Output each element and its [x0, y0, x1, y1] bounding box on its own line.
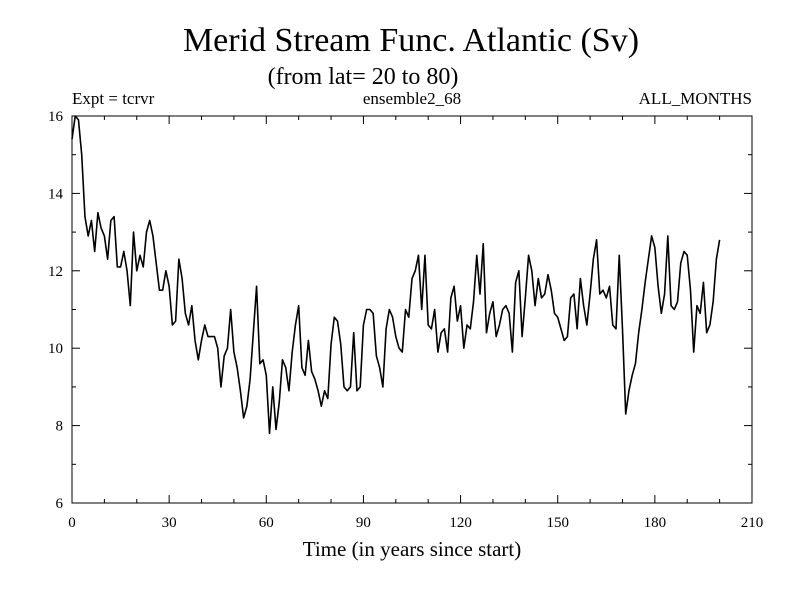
- chart-subtitle: (from lat= 20 to 80): [268, 64, 459, 90]
- x-axis-label: Time (in years since start): [303, 537, 522, 561]
- y-tick-label: 14: [48, 186, 64, 202]
- y-tick-label: 10: [48, 341, 63, 357]
- y-axis: 6 8 10 12 14 16: [48, 109, 752, 512]
- x-tick-label: 60: [259, 515, 274, 531]
- series-line-stream-function: [71, 115, 721, 435]
- header-center-label: ensemble2_68: [363, 89, 461, 108]
- x-axis: 0 30 60 90 120 150 180 210: [68, 116, 763, 531]
- x-tick-label: 210: [741, 515, 764, 531]
- y-tick-label: 6: [56, 496, 64, 512]
- plot-frame: [71, 115, 753, 504]
- header-left-label: Expt = tcrvr: [72, 89, 155, 108]
- y-tick-label: 12: [48, 264, 63, 280]
- x-tick-label: 30: [162, 515, 177, 531]
- x-tick-label: 0: [68, 515, 76, 531]
- y-tick-label: 8: [56, 419, 64, 435]
- y-tick-label: 16: [48, 109, 64, 125]
- x-tick-label: 150: [546, 515, 569, 531]
- header-right-label: ALL_MONTHS: [639, 89, 752, 108]
- chart-title: Merid Stream Func. Atlantic (Sv): [183, 22, 639, 59]
- x-tick-label: 180: [644, 515, 667, 531]
- x-tick-label: 90: [356, 515, 371, 531]
- x-tick-label: 120: [449, 515, 472, 531]
